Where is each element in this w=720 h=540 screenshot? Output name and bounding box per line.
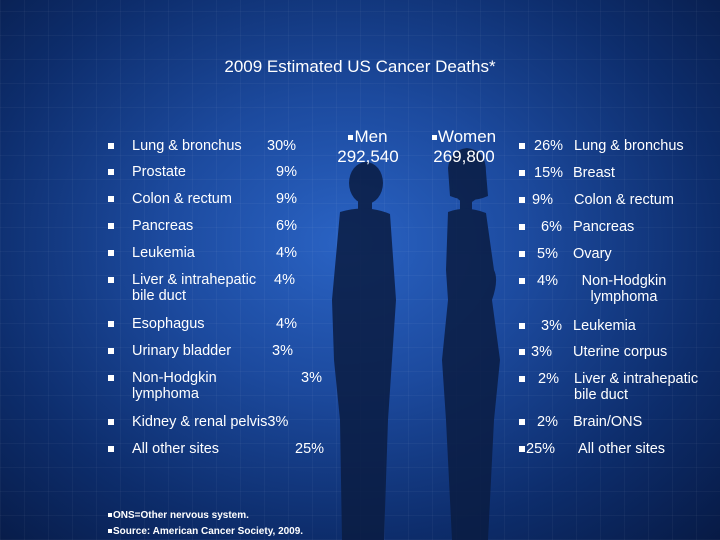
bullet-icon — [519, 446, 525, 452]
men-pct: 9% — [276, 164, 297, 180]
bullet-icon — [519, 419, 525, 425]
bullet-icon — [519, 349, 525, 355]
women-header: Women 269,800 — [420, 127, 508, 167]
bullet-icon — [108, 513, 112, 518]
men-site: Non-Hodgkin lymphoma — [132, 370, 217, 402]
bullet-icon — [519, 278, 525, 284]
footnote-ons: ONS=Other nervous system. — [108, 510, 249, 521]
bullet-icon — [519, 197, 525, 203]
men-site: Colon & rectum — [132, 191, 232, 207]
men-row: Lung & bronchus — [132, 138, 242, 154]
men-label: Men — [354, 127, 388, 146]
bullet-icon — [519, 170, 525, 176]
bullet-icon — [108, 348, 114, 354]
men-site: Liver & intrahepatic bile duct — [132, 272, 257, 304]
women-pct: 26% — [534, 138, 564, 154]
men-total: 292,540 — [337, 147, 399, 166]
women-site: Leukemia — [573, 318, 636, 334]
bullet-icon — [108, 196, 114, 202]
women-pct: 2% — [537, 414, 558, 430]
men-pct: 6% — [276, 218, 297, 234]
bullet-icon — [108, 419, 114, 425]
man-silhouette — [332, 162, 396, 540]
bullet-icon — [108, 143, 114, 149]
bullet-icon — [519, 224, 525, 230]
men-pct: 30% — [267, 138, 297, 154]
bullet-icon — [108, 223, 114, 229]
women-total: 269,800 — [433, 147, 495, 166]
women-site: Non-Hodgkin lymphoma — [581, 273, 667, 305]
women-pct: 9% — [532, 192, 553, 208]
men-site: Prostate — [132, 164, 186, 180]
men-row: Kidney & renal pelvis3% — [132, 414, 288, 430]
bullet-icon — [108, 169, 114, 175]
woman-silhouette — [442, 148, 500, 540]
bullet-icon — [519, 143, 525, 149]
bullet-icon — [108, 321, 114, 327]
bullet-icon — [108, 250, 114, 256]
men-site: All other sites — [132, 441, 220, 457]
men-pct: 3% — [301, 370, 322, 386]
women-site: Lung & bronchus — [574, 138, 684, 154]
men-pct: 4% — [274, 272, 295, 288]
women-site: All other sites — [578, 441, 666, 457]
page-title: 2009 Estimated US Cancer Deaths* — [224, 57, 496, 76]
bullet-icon — [431, 135, 437, 141]
men-pct: 4% — [276, 245, 297, 261]
men-pct: 9% — [276, 191, 297, 207]
men-pct: 3% — [272, 343, 293, 359]
footnote-source: Source: American Cancer Society, 2009. — [108, 526, 303, 537]
bullet-icon — [108, 446, 114, 452]
women-label: Women — [437, 127, 497, 146]
women-pct: 3% — [531, 344, 552, 360]
bullet-icon — [519, 251, 525, 257]
men-site: Esophagus — [132, 316, 205, 332]
women-site: Ovary — [573, 246, 612, 262]
bullet-icon — [519, 323, 525, 329]
women-pct: 2% — [538, 371, 559, 387]
men-site: Pancreas — [132, 218, 194, 234]
bullet-icon — [519, 376, 525, 382]
women-site: Pancreas — [573, 219, 635, 235]
women-pct: 3% — [541, 318, 562, 334]
women-site: Colon & rectum — [574, 192, 674, 208]
men-site: Urinary bladder — [132, 343, 232, 359]
women-site: Brain/ONS — [573, 414, 643, 430]
bullet-icon — [108, 277, 114, 283]
women-pct: 6% — [541, 219, 562, 235]
bullet-icon — [108, 529, 112, 534]
women-site: Breast — [573, 165, 615, 181]
men-header: Men 292,540 — [328, 127, 408, 167]
women-pct: 4% — [537, 273, 558, 289]
women-pct: 5% — [537, 246, 558, 262]
men-site: Lung & bronchus — [132, 138, 242, 154]
men-site: Leukemia — [132, 245, 195, 261]
women-pct: 15% — [534, 165, 564, 181]
bullet-icon — [108, 375, 114, 381]
women-site: Uterine corpus — [573, 344, 668, 360]
women-site: Liver & intrahepatic bile duct — [574, 371, 699, 403]
men-pct: 3% — [267, 414, 289, 430]
women-pct: 25% — [526, 441, 556, 457]
men-pct: 25% — [295, 441, 325, 457]
bullet-icon — [348, 135, 354, 141]
men-pct: 4% — [276, 316, 297, 332]
men-site: Kidney & renal pelvis — [132, 414, 268, 430]
